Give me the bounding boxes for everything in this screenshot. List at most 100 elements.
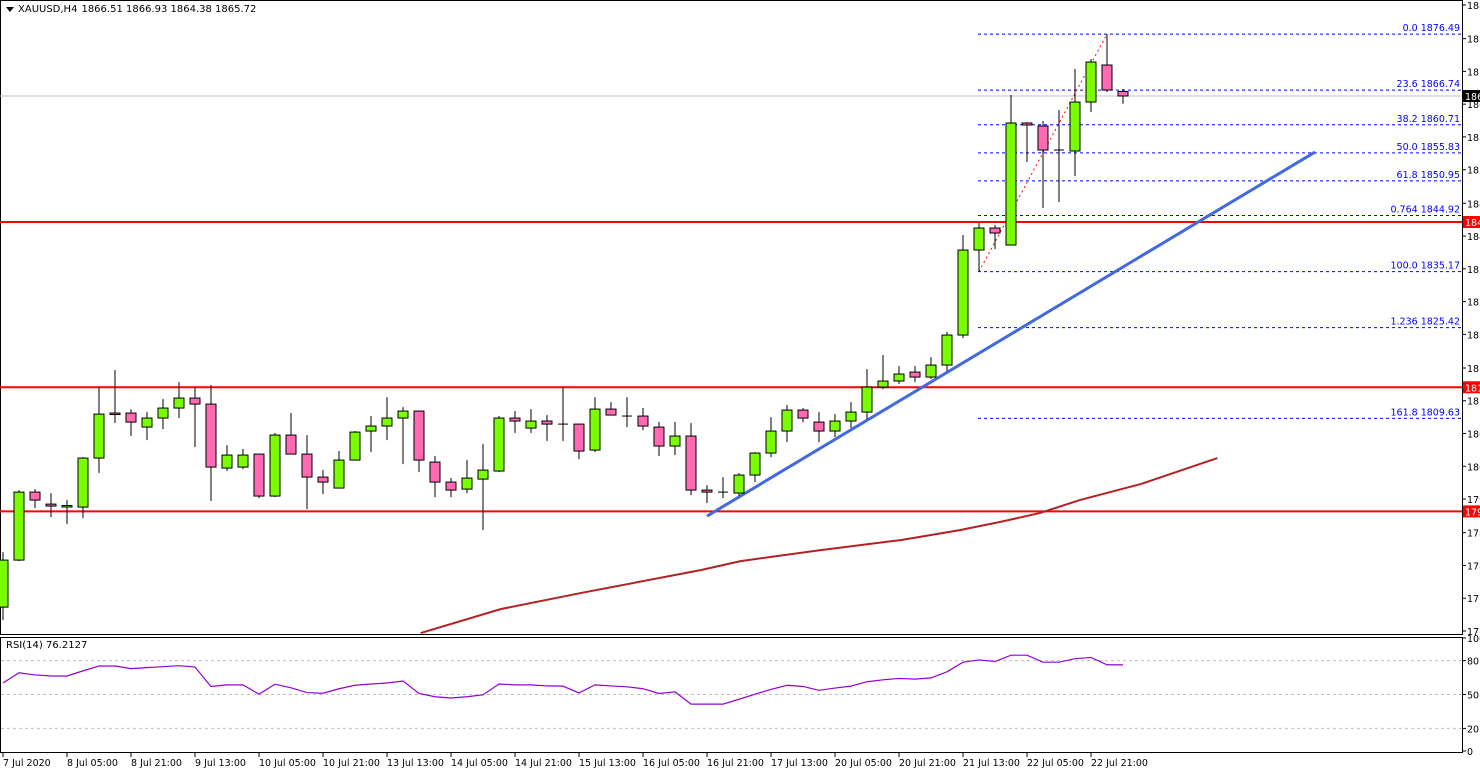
rsi-axis-label: 50: [1467, 691, 1479, 702]
bullish-candle: [493, 417, 505, 472]
rsi-axis-label: 100: [1467, 634, 1480, 645]
bullish-candle: [461, 477, 473, 490]
trendline: [706, 150, 1316, 518]
price-axis-label: 1778.35: [1467, 594, 1480, 605]
time-axis-label: 16 Jul 21:00: [707, 758, 764, 769]
price-tag-bg: [1463, 505, 1480, 518]
bearish-candle: [45, 503, 57, 507]
bearish-candle: [1037, 125, 1049, 151]
fib-level-label: 23.6 1866.74: [1397, 79, 1460, 90]
bullish-candle: [61, 505, 73, 508]
bullish-candle: [1085, 61, 1097, 103]
bullish-candle: [925, 364, 937, 378]
price-axis-label: 1807.00: [1467, 430, 1480, 441]
bullish-candle: [733, 474, 745, 494]
bearish-candle: [541, 420, 553, 425]
price-axis-label: 1881.55: [1467, 1, 1480, 12]
bullish-candle: [749, 452, 761, 476]
time-axis-label: 9 Jul 13:00: [195, 758, 246, 769]
bullish-candle: [93, 413, 105, 459]
bearish-candle: [317, 476, 329, 483]
bearish-candle: [301, 453, 313, 478]
bearish-candle: [701, 489, 713, 493]
fib-level-label: 0.764 1844.92: [1390, 205, 1460, 216]
bearish-candle: [685, 435, 697, 491]
price-axis-label: 1801.30: [1467, 462, 1480, 473]
fib-level-label: 161.8 1809.63: [1390, 407, 1460, 418]
bullish-candle: [477, 469, 489, 480]
price-axis-label: 1847.05: [1467, 199, 1480, 210]
bullish-candle: [781, 409, 793, 432]
price-axis-label: 1795.60: [1467, 495, 1480, 506]
fib-level-label: 1.236 1825.42: [1390, 317, 1460, 328]
bearish-candle: [189, 397, 201, 405]
price-axis-label: 1789.75: [1467, 529, 1480, 540]
bullish-candle: [861, 386, 873, 413]
symbol-label: XAUUSD,H4: [18, 4, 78, 15]
bearish-candle: [445, 481, 457, 491]
bearish-candle: [813, 421, 825, 432]
current-price-tag: 1865.72: [1465, 92, 1480, 103]
main-panel-frame: [0, 0, 1463, 635]
bearish-candle: [605, 408, 617, 416]
time-axis-label: 8 Jul 05:00: [67, 758, 118, 769]
bullish-candle: [525, 420, 537, 429]
bullish-candle: [13, 491, 25, 561]
time-axis-label: 20 Jul 05:00: [835, 758, 892, 769]
price-axis-label: 1864.30: [1467, 100, 1480, 111]
bearish-candle: [909, 371, 921, 378]
bearish-candle: [109, 412, 121, 416]
bullish-candle: [349, 431, 361, 461]
bullish-candle: [957, 249, 969, 336]
bullish-candle: [765, 430, 777, 454]
bullish-candle: [893, 373, 905, 382]
time-axis-label: 22 Jul 05:00: [1027, 758, 1084, 769]
bearish-candle: [573, 423, 585, 452]
bearish-candle: [285, 434, 297, 455]
price-axis-label: 1835.65: [1467, 265, 1480, 276]
bullish-candle: [877, 380, 889, 388]
price-tag-label: 1843.80: [1465, 218, 1480, 229]
bullish-candle: [973, 227, 985, 251]
bullish-candle: [381, 417, 393, 427]
dropdown-triangle-icon[interactable]: [6, 7, 14, 12]
time-axis-label: 10 Jul 05:00: [259, 758, 316, 769]
time-axis-label: 16 Jul 05:00: [643, 758, 700, 769]
bearish-candle: [637, 415, 649, 427]
bearish-candle: [413, 410, 425, 461]
bearish-candle: [429, 461, 441, 483]
rsi-axis-label: 80: [1467, 657, 1479, 668]
rsi-title: RSI(14) 76.2127: [6, 640, 88, 651]
price-axis-label: 1812.70: [1467, 397, 1480, 408]
rsi-line: [2, 654, 1124, 705]
price-tag-label: 1793.45: [1465, 507, 1480, 518]
price-axis-label: 1841.35: [1467, 232, 1480, 243]
price-axis-label: 1772.65: [1467, 627, 1480, 638]
fib-level-label: 100.0 1835.17: [1390, 261, 1460, 272]
time-axis-label: 20 Jul 21:00: [899, 758, 956, 769]
bearish-candle: [653, 426, 665, 447]
bullish-candle: [829, 420, 841, 432]
bullish-candle: [269, 434, 281, 497]
bullish-candle: [333, 459, 345, 489]
bullish-candle: [1069, 101, 1081, 152]
price-axis-label: 1829.95: [1467, 298, 1480, 309]
bullish-candle: [237, 454, 249, 468]
ohlc-readout: 1866.51 1866.93 1864.38 1865.72: [81, 4, 257, 15]
bearish-candle: [125, 412, 137, 423]
price-axis-label: 1870.00: [1467, 67, 1480, 78]
bullish-candle: [669, 435, 681, 447]
price-axis-label: 1784.05: [1467, 561, 1480, 572]
time-axis-label: 22 Jul 21:00: [1091, 758, 1148, 769]
bullish-candle: [589, 408, 601, 451]
bullish-candle: [1005, 122, 1017, 246]
rsi-axis-label: 0: [1467, 747, 1473, 758]
time-axis-label: 21 Jul 13:00: [963, 758, 1020, 769]
moving-average-line: [420, 457, 1218, 635]
price-axis-label: 1824.25: [1467, 330, 1480, 341]
bearish-candle: [1021, 122, 1033, 126]
bearish-candle: [509, 417, 521, 422]
chart-header: XAUUSD,H4 1866.51 1866.93 1864.38 1865.7…: [6, 4, 256, 15]
